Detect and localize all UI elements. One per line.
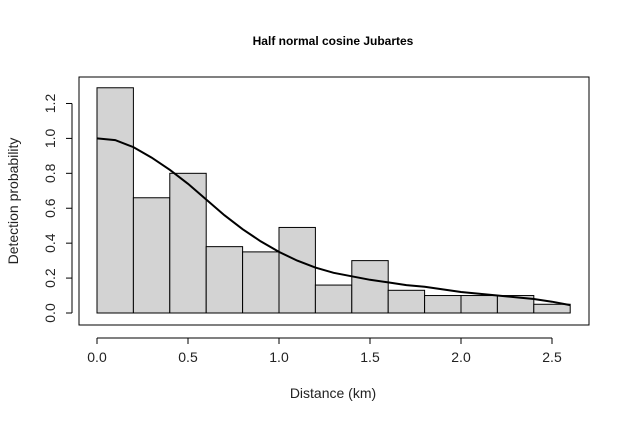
- histogram-bar-9: [424, 295, 462, 314]
- x-tick-label-3: 1.5: [360, 349, 380, 365]
- histogram-bars: [96, 87, 571, 314]
- y-axis: 0.0 0.2 0.4 0.6 0.8 1.0 1.2: [42, 94, 73, 323]
- histogram-bar-6: [314, 284, 353, 314]
- histogram-bar-10: [460, 295, 498, 314]
- histogram-bar-3: [205, 246, 244, 314]
- histogram-bar-2: [169, 172, 207, 314]
- chart-title: Half normal cosine Jubartes: [253, 34, 414, 48]
- y-tick-label-4: 0.8: [42, 163, 58, 183]
- x-tick-label-0: 0.0: [87, 349, 107, 365]
- x-tick-label-5: 2.5: [542, 349, 562, 365]
- y-tick-label-3: 0.6: [42, 198, 58, 218]
- fitted-detection-curve: [96, 137, 571, 307]
- x-tick-label-4: 2.0: [451, 349, 471, 365]
- histogram-bar-0: [96, 87, 134, 314]
- histogram-bar-7: [351, 260, 389, 314]
- histogram-bar-4: [242, 251, 280, 314]
- x-tick-label-1: 0.5: [178, 349, 198, 365]
- x-axis: 0.0 0.5 1.0 1.5 2.0 2.5: [87, 337, 562, 365]
- x-tick-label-2: 1.0: [269, 349, 289, 365]
- y-tick-label-0: 0.0: [42, 303, 58, 323]
- histogram-bar-5: [278, 226, 316, 314]
- y-axis-label: Detection probability: [5, 138, 21, 265]
- histogram-bar-1: [132, 197, 171, 314]
- plot-frame: [78, 76, 590, 326]
- y-tick-label-2: 0.4: [42, 233, 58, 253]
- y-tick-label-1: 0.2: [42, 268, 58, 288]
- y-tick-label-6: 1.2: [42, 94, 58, 114]
- x-axis-label: Distance (km): [290, 385, 376, 401]
- y-tick-label-5: 1.0: [42, 128, 58, 148]
- histogram-bar-12: [533, 303, 571, 314]
- histogram-bar-8: [387, 289, 426, 314]
